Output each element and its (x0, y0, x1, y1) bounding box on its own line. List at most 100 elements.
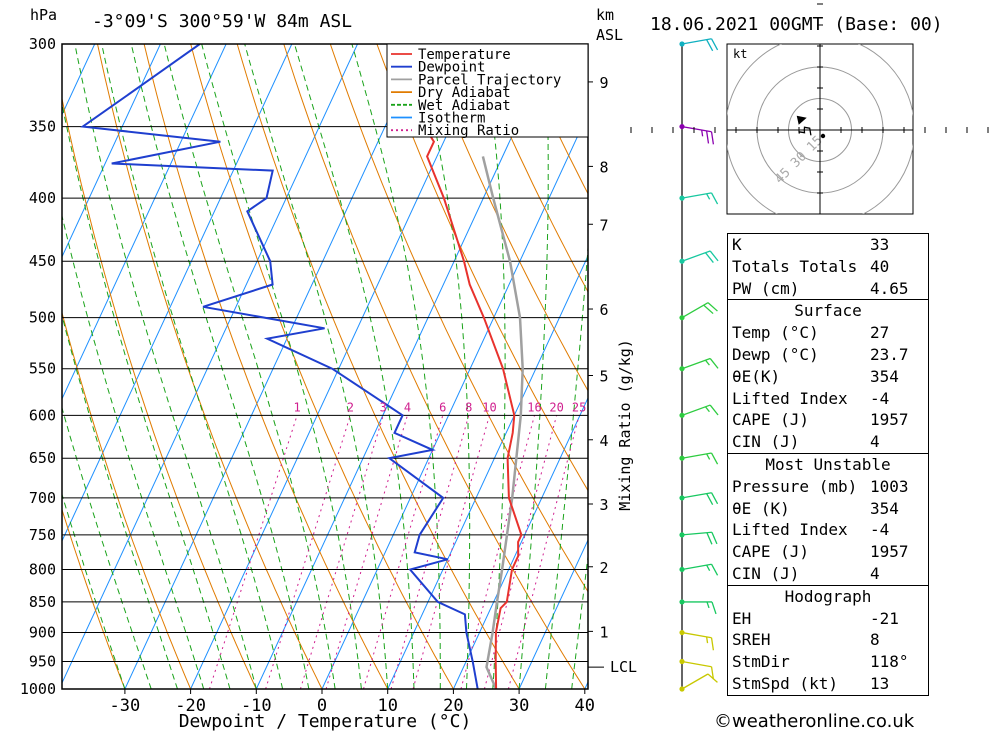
mu-cape-value: 1957 (870, 542, 909, 562)
wind-barb-flag (706, 39, 714, 52)
pressure-tick-label: 750 (29, 526, 56, 544)
mixing-ratio-label: 20 (549, 400, 563, 414)
isotherm-line (0, 44, 29, 689)
pressure-tick-label: 550 (29, 360, 56, 378)
hodograph-header: Hodograph (728, 584, 928, 608)
dewpoint-line (80, 44, 479, 689)
wind-barb-staff (681, 357, 711, 370)
wind-barb-dot (679, 658, 685, 665)
km-tick-label: 1 (599, 623, 608, 641)
stmdir-value: 118° (870, 652, 909, 672)
pw-value: 4.65 (870, 278, 909, 298)
k-value: 33 (870, 235, 890, 254)
legend-label: Parcel Trajectory (418, 72, 561, 88)
surface-dewp-label: Dewp (°C) (732, 344, 819, 364)
wind-barb-half (704, 359, 710, 366)
mu-theta-value: 354 (870, 498, 899, 518)
wind-barb-flag (707, 302, 718, 312)
x-tick-label: 30 (509, 696, 529, 716)
x-tick-label: -30 (110, 696, 141, 716)
wet-adiabat-line (544, 241, 588, 689)
mixing-ratio-label: 2 (347, 400, 354, 414)
wind-barb-flag (711, 532, 718, 545)
mixing-ratio-label: 8 (465, 400, 472, 414)
x-tick-label: 0 (317, 696, 327, 716)
wind-barb-dot (679, 41, 685, 47)
credit-link[interactable]: ©weatheronline.co.uk (714, 711, 915, 732)
km-tick-label: 3 (599, 496, 608, 514)
legend-box (386, 43, 589, 138)
eh-value: -21 (870, 608, 899, 628)
pressure-tick-label: 950 (29, 653, 56, 671)
wind-barbs (679, 38, 719, 692)
surface-li-label: Lifted Index (732, 388, 848, 408)
wind-barb-half (706, 601, 710, 609)
surface-theta-label: θE(K) (732, 366, 781, 386)
surface-cape-value: 1957 (870, 410, 909, 430)
isotherm-line (62, 44, 293, 543)
sreh-label: SREH (732, 630, 771, 650)
wind-barb-dot (679, 629, 685, 636)
mu-cape-label: CAPE (J) (732, 542, 810, 562)
pressure-tick-label: 500 (29, 309, 56, 327)
wind-barb-half (706, 193, 711, 200)
datetime-title: 18.06.2021 00GMT (Base: 00) (650, 14, 943, 35)
wet-adiabat-line (101, 44, 284, 689)
pressure-tick-label: 400 (29, 189, 56, 207)
legend-label: Dry Adiabat (418, 85, 511, 101)
wind-barb-flag (706, 493, 714, 506)
surface-header: Surface (728, 299, 928, 322)
mixing-ratio-label: 16 (527, 400, 541, 414)
mixing-ratio-label: 4 (404, 400, 411, 414)
dry-adiabat-line (469, 44, 588, 293)
wet-adiabat-line (62, 405, 152, 689)
surface-dewp-value: 23.7 (870, 344, 909, 364)
dry-adiabat-line (62, 508, 126, 689)
asl-label: ASL (596, 26, 623, 44)
wind-barb-dot (679, 495, 685, 501)
stmdir-label: StmDir (732, 652, 790, 672)
wind-barb-half (701, 129, 704, 137)
km-tick-label: 9 (599, 74, 608, 92)
pressure-tick-label: 600 (29, 406, 56, 424)
wind-barb-dot (679, 123, 685, 130)
dry-adiabat-line (982, 44, 1000, 689)
mixing-ratio-labels: 1 2 3 4 6 8 10 16 20 25 (293, 400, 586, 414)
wind-barb-flag (710, 38, 719, 51)
wind-barb-flag (710, 666, 715, 680)
mixing-ratio-label: 3 (380, 400, 387, 414)
wind-barb-half (704, 406, 710, 413)
mixing-ratio-axis-label: Mixing Ratio (g/kg) (616, 339, 634, 511)
surface-temp-value: 27 (870, 323, 890, 343)
wind-barb-dot (679, 599, 685, 605)
pw-label: PW (cm) (732, 278, 800, 298)
mixing-ratio-line (299, 415, 384, 689)
k-label: K (732, 235, 742, 254)
wet-adiabat-line (201, 44, 362, 689)
wind-barb-half (705, 636, 709, 644)
wet-adiabat-line (571, 552, 588, 689)
isotherm-line (387, 254, 588, 689)
pressure-tick-label: 1000 (20, 680, 56, 698)
indices-panel: K 33 Totals Totals 40 PW (cm) 4.65 Surface … (727, 233, 929, 696)
legend-label: Isotherm (418, 111, 485, 127)
surface-theta-value: 354 (870, 366, 899, 386)
mu-cin-value: 4 (870, 563, 880, 583)
mu-li-label: Lifted Index (732, 520, 848, 540)
wind-barb-staff (681, 673, 709, 690)
wind-barb-flag (704, 252, 714, 263)
hodograph-unit-label: kt (733, 47, 747, 61)
mu-li-value: -4 (870, 520, 890, 540)
axes: 3003504004505005506006507007508008509009… (20, 35, 595, 716)
km-tick-label: 8 (599, 158, 608, 176)
isotherm-line (62, 44, 161, 258)
x-tick-label: 20 (443, 696, 463, 716)
pressure-tick-label: 850 (29, 593, 56, 611)
x-tick-label: -20 (175, 696, 206, 716)
dry-adiabat-line (376, 44, 588, 492)
km-tick-label: 7 (599, 216, 608, 234)
km-label: km (596, 6, 614, 24)
wind-barb-flag (710, 192, 719, 205)
